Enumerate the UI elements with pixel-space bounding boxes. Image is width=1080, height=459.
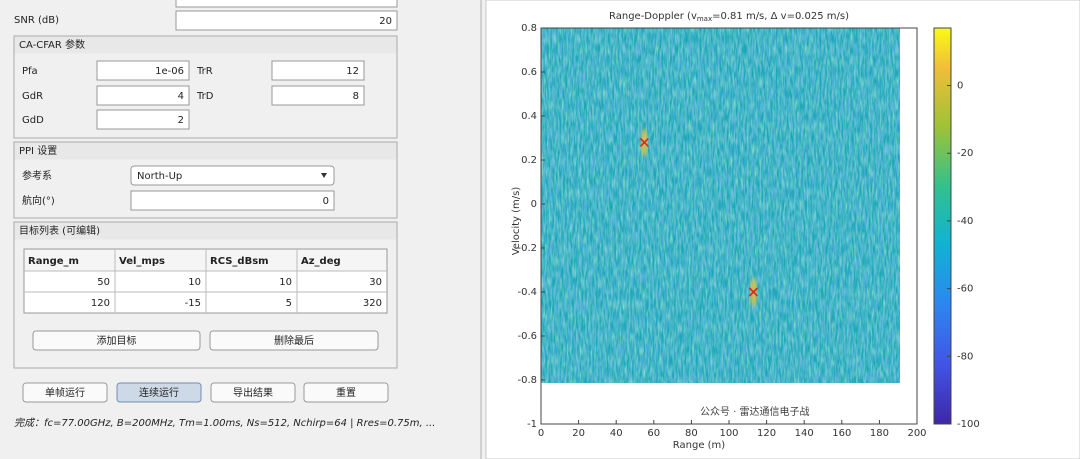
- x-axis-label: Range (m): [673, 440, 726, 451]
- cfar-value: 1e-06: [155, 66, 184, 77]
- cfar-label: TrR: [196, 66, 213, 77]
- column-header: RCS_dBsm: [210, 256, 269, 267]
- x-tick-label: 20: [572, 428, 585, 439]
- table-cell: 10: [279, 277, 292, 288]
- targets-panel-header: [14, 222, 397, 240]
- colorbar-tick-label: 0: [957, 81, 963, 92]
- cfar-value-box[interactable]: [96, 109, 190, 130]
- y-tick-label: 0.4: [521, 111, 537, 122]
- cfar-value-box[interactable]: [271, 60, 365, 81]
- title-part: =0.81 m/s, Δ v=0.025 m/s): [712, 11, 849, 22]
- frame-label: 参考系: [22, 169, 52, 182]
- y-tick-label: 0.2: [521, 155, 537, 166]
- x-tick-label: 0: [538, 428, 544, 439]
- table-cell: 50: [97, 277, 110, 288]
- cut-input[interactable]: [175, 0, 398, 8]
- cfar-label: GdD: [22, 115, 44, 126]
- y-tick-label: 0.6: [521, 67, 537, 78]
- cfar-value: 2: [178, 115, 184, 126]
- run-button-label: 重置: [336, 386, 356, 399]
- run-button-label: 单帧运行: [45, 386, 85, 399]
- watermark: 公众号 · 雷达通信电子战: [700, 405, 810, 418]
- add-target-button[interactable]: [32, 330, 201, 351]
- x-tick-label: 60: [647, 428, 660, 439]
- heatmap-texture: [541, 28, 900, 383]
- delete-last-button[interactable]: [209, 330, 379, 351]
- cfar-panel-title: CA-CFAR 参数: [19, 38, 85, 51]
- frame-value: North-Up: [137, 171, 182, 182]
- table-cell: 10: [188, 277, 201, 288]
- colorbar-tick-label: -40: [957, 216, 973, 227]
- y-tick-label: 0.8: [521, 23, 537, 34]
- heading-value-box[interactable]: [130, 190, 335, 211]
- table-cell: -15: [185, 298, 201, 309]
- x-tick-label: 200: [907, 428, 926, 439]
- ppi-panel-title: PPI 设置: [19, 145, 57, 157]
- cfar-label: TrD: [196, 91, 214, 102]
- heading-value: 0: [323, 196, 329, 207]
- x-tick-label: 160: [832, 428, 851, 439]
- y-tick-label: -0.8: [517, 375, 537, 386]
- heading-label: 航向(°): [22, 194, 55, 207]
- table-cell: 5: [286, 298, 292, 309]
- run-button[interactable]: [303, 382, 389, 403]
- cfar-label: Pfa: [22, 66, 38, 77]
- cfar-panel-header: [14, 36, 397, 54]
- detection-marker: [639, 137, 649, 147]
- title-part: Range-Doppler (v: [609, 11, 697, 22]
- title-part: max: [697, 15, 712, 23]
- x-tick-label: 100: [719, 428, 738, 439]
- cfar-label: GdR: [22, 91, 43, 102]
- x-tick-label: 40: [610, 428, 623, 439]
- y-tick-label: -0.6: [517, 331, 537, 342]
- table-cell: 30: [369, 277, 382, 288]
- x-tick-label: 180: [870, 428, 889, 439]
- snr-value: 20: [379, 16, 392, 27]
- ppi-panel-header: [14, 142, 397, 160]
- y-tick-label: -1: [527, 419, 537, 430]
- status-text: 完成：fc=77.00GHz, B=200MHz, Tm=1.00ms, Ns=…: [14, 417, 435, 429]
- delete-last-button-label: 删除最后: [274, 334, 314, 347]
- cfar-value: 12: [346, 66, 359, 77]
- colorbar-tick-label: -60: [957, 284, 973, 295]
- column-header: Range_m: [28, 256, 79, 267]
- detection-marker: [748, 287, 759, 297]
- y-tick-label: -0.4: [517, 287, 537, 298]
- chart-title: Range-Doppler (vmax=0.81 m/s, Δ v=0.025 …: [609, 11, 849, 23]
- x-tick-label: 120: [757, 428, 776, 439]
- column-header: Vel_mps: [119, 256, 165, 267]
- snr-label: SNR (dB): [14, 15, 59, 26]
- run-button[interactable]: [210, 382, 296, 403]
- run-button[interactable]: [116, 382, 202, 403]
- dropdown-arrow: [321, 173, 327, 178]
- cfar-value-box[interactable]: [96, 85, 190, 106]
- x-tick-label: 140: [795, 428, 814, 439]
- run-button[interactable]: [22, 382, 108, 403]
- add-target-button-label: 添加目标: [97, 334, 137, 347]
- colorbar-tick-label: -20: [957, 148, 973, 159]
- cfar-value-box[interactable]: [96, 60, 190, 81]
- cfar-value-box[interactable]: [271, 85, 365, 106]
- y-tick-label: 0: [531, 199, 537, 210]
- table-cell: 120: [91, 298, 110, 309]
- colorbar: [933, 27, 952, 425]
- cfar-value: 4: [178, 91, 184, 102]
- x-tick-label: 80: [685, 428, 698, 439]
- run-button-label: 导出结果: [233, 386, 273, 399]
- y-axis-label: Velocity (m/s): [511, 187, 522, 256]
- colorbar-tick-label: -80: [957, 351, 973, 362]
- table-cell: 320: [363, 298, 382, 309]
- column-header: Az_deg: [301, 256, 341, 267]
- snr-value-box[interactable]: [175, 10, 398, 31]
- colorbar-tick-label: -100: [957, 419, 980, 430]
- cfar-value: 8: [353, 91, 359, 102]
- targets-panel-title: 目标列表 (可编辑): [19, 224, 100, 237]
- y-tick-label: -0.2: [517, 243, 537, 254]
- run-button-label: 连续运行: [139, 386, 179, 399]
- frame-dropdown[interactable]: [130, 165, 335, 186]
